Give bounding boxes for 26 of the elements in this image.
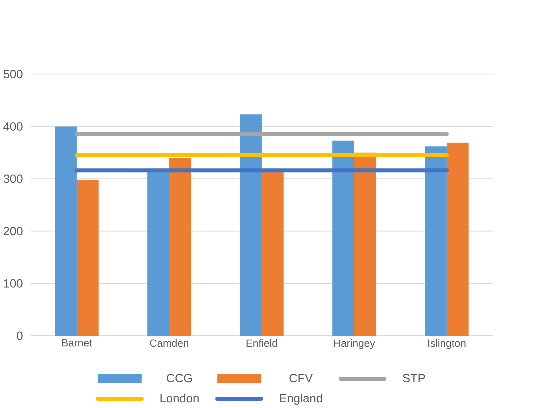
y-tick-label: 300 (4, 174, 23, 184)
bar (425, 146, 447, 336)
bar (169, 158, 192, 336)
bar (55, 126, 77, 336)
bar (148, 170, 170, 336)
legend-label: STP (403, 374, 426, 383)
legend-label: CCG (167, 374, 192, 383)
bar (76, 180, 99, 336)
y-tick-label: 0 (17, 332, 23, 340)
y-tick-label: 100 (4, 279, 23, 288)
x-tick-label: Islington (428, 339, 466, 350)
legend-label: CFV (290, 374, 313, 383)
bar (262, 171, 284, 336)
y-tick-label: 500 (4, 70, 23, 79)
bar (240, 114, 262, 336)
y-tick-label: 200 (4, 227, 23, 236)
bar (354, 152, 376, 336)
x-tick-label: Barnet (62, 339, 92, 347)
legend-label: England (280, 394, 322, 406)
x-tick-label: Enfield (246, 339, 278, 348)
legend-label: London (160, 394, 199, 403)
bar (332, 140, 354, 336)
x-tick-label: Haringey (334, 339, 376, 350)
bar (446, 142, 469, 336)
y-tick-label: 400 (4, 122, 23, 131)
x-tick-label: Camden (150, 339, 189, 348)
